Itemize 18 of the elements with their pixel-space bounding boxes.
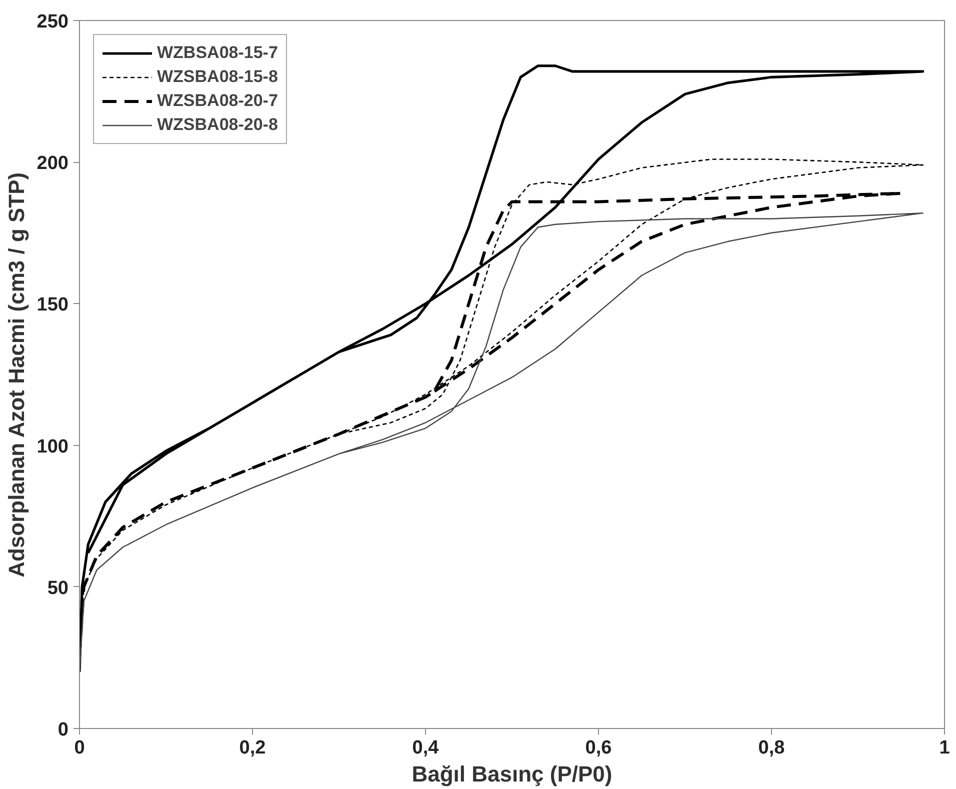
x-tick-label: 0,2 xyxy=(239,738,266,758)
x-tick-label: 0,6 xyxy=(585,738,612,758)
legend-label: WZSBA08-20-7 xyxy=(157,91,278,111)
x-tick-label: 0 xyxy=(74,738,85,758)
y-tick-label: 150 xyxy=(36,294,68,316)
y-axis-title: Adsorplanan Azot Hacmi (cm3 / g STP) xyxy=(4,172,29,578)
x-tick-label: 0,4 xyxy=(412,738,440,758)
legend-label: WZSBA08-20-8 xyxy=(157,115,278,135)
y-tick-label: 50 xyxy=(47,578,69,599)
x-tick-label: 1 xyxy=(939,738,950,758)
y-tick-label: 200 xyxy=(36,153,68,174)
y-tick-label: 100 xyxy=(36,436,68,458)
x-tick-label: 0,8 xyxy=(758,738,785,758)
y-tick-label: 0 xyxy=(58,720,69,740)
y-tick-label: 250 xyxy=(36,12,68,32)
x-axis-title: Bağıl Basınç (P/P0) xyxy=(412,762,612,786)
legend-label: WZSBA08-15-8 xyxy=(157,67,278,87)
legend-label: WZBSA08-15-7 xyxy=(157,43,278,63)
